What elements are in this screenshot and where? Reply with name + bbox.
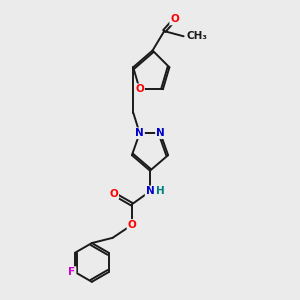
- Text: O: O: [170, 14, 179, 25]
- Text: N: N: [156, 128, 165, 138]
- Text: O: O: [110, 189, 118, 199]
- Text: CH₃: CH₃: [187, 31, 208, 41]
- Text: N: N: [146, 186, 154, 197]
- Text: H: H: [156, 186, 164, 197]
- Text: N: N: [135, 128, 144, 138]
- Text: O: O: [135, 84, 144, 94]
- Text: F: F: [68, 267, 76, 277]
- Text: O: O: [128, 220, 136, 230]
